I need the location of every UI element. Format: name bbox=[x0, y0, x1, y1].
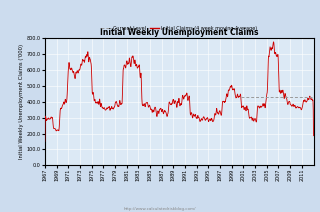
Legend: Current Level, Initial Claims (4 week moving Average): Current Level, Initial Claims (4 week mo… bbox=[99, 24, 259, 33]
Text: http://www.calculatedriskblog.com/: http://www.calculatedriskblog.com/ bbox=[124, 207, 196, 211]
Y-axis label: Initial Weekly Unemployment Claims ('000): Initial Weekly Unemployment Claims ('000… bbox=[19, 44, 24, 159]
Title: Initial Weekly Unemployment Claims: Initial Weekly Unemployment Claims bbox=[100, 28, 259, 37]
